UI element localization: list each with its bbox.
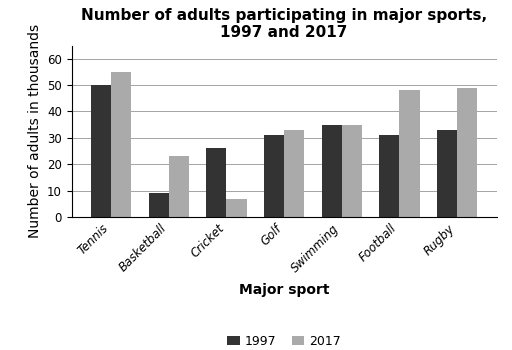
Bar: [91, 85, 111, 217]
Bar: [379, 135, 399, 217]
Bar: [322, 125, 342, 217]
X-axis label: Major sport: Major sport: [239, 283, 329, 297]
Bar: [437, 130, 457, 217]
Legend: 1997, 2017: 1997, 2017: [223, 330, 346, 350]
Bar: [169, 156, 189, 217]
Title: Number of adults participating in major sports,
1997 and 2017: Number of adults participating in major …: [81, 8, 487, 40]
Bar: [457, 88, 477, 217]
Bar: [226, 198, 247, 217]
Bar: [342, 125, 362, 217]
Bar: [206, 148, 226, 217]
Bar: [399, 90, 420, 217]
Bar: [111, 72, 132, 217]
Bar: [264, 135, 284, 217]
Bar: [284, 130, 304, 217]
Y-axis label: Number of adults in thousands: Number of adults in thousands: [28, 24, 41, 238]
Bar: [148, 193, 169, 217]
